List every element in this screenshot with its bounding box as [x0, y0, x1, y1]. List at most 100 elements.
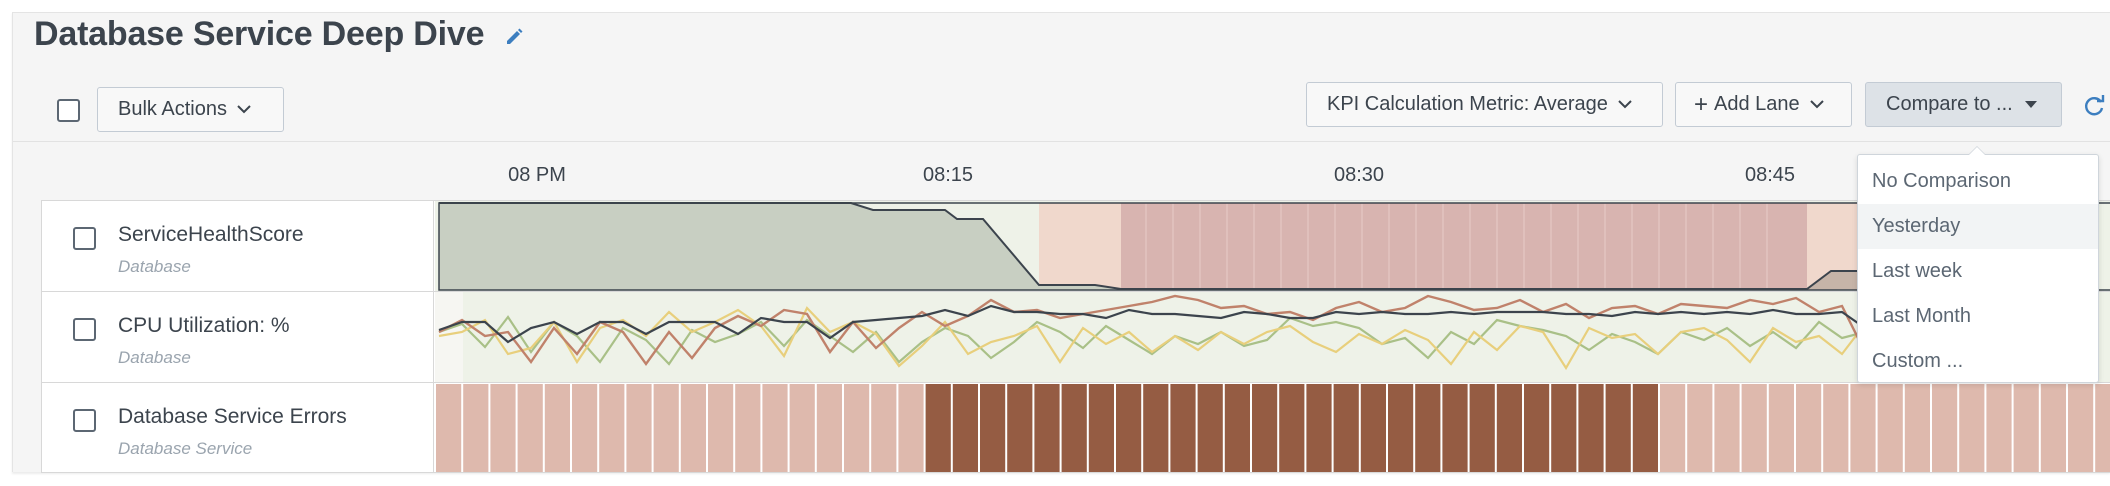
compare-to-button[interactable]: Compare to ... [1865, 82, 2062, 127]
health-critical-band [1121, 203, 1807, 290]
add-lane-button[interactable]: + Add Lane [1675, 82, 1852, 127]
lane-name: Database Service Errors [118, 405, 347, 428]
lane-checkbox[interactable] [73, 318, 96, 341]
error-cell [952, 384, 978, 472]
error-cell [1605, 384, 1631, 472]
error-cell [680, 384, 706, 472]
lane-subtitle: Database Service [118, 439, 253, 458]
error-cell [1306, 384, 1332, 472]
error-cell [1061, 384, 1087, 472]
time-tick: 08:15 [922, 164, 974, 186]
error-cell [1632, 384, 1658, 472]
error-cell [1551, 384, 1577, 472]
error-cell [1660, 384, 1686, 472]
time-tick: 08 PM [508, 164, 566, 186]
error-cell [925, 384, 951, 472]
lane-subtitle: Database [118, 257, 191, 276]
compare-dropdown-menu: No Comparison Yesterday Last week Last M… [1857, 146, 2099, 383]
lane-checkbox[interactable] [73, 409, 96, 432]
error-cell [653, 384, 679, 472]
compare-to-label: Compare to ... [1886, 93, 2013, 115]
add-lane-label: Add Lane [1714, 93, 1800, 115]
error-cell [1170, 384, 1196, 472]
error-cell [1741, 384, 1767, 472]
lane-name: ServiceHealthScore [118, 223, 304, 246]
lane-cpu-utilization[interactable]: CPU Utilization: % Database [41, 291, 2110, 382]
error-cell [1007, 384, 1033, 472]
compare-option-no-comparison[interactable]: No Comparison [1872, 170, 2011, 192]
health-score-area [439, 203, 1807, 290]
error-cell [1360, 384, 1386, 472]
error-cell [1442, 384, 1468, 472]
refresh-icon[interactable] [2081, 93, 2107, 119]
error-cell [1197, 384, 1223, 472]
error-cell [1469, 384, 1495, 472]
time-tick: 08:30 [1333, 164, 1385, 186]
error-cell [517, 384, 543, 472]
error-cell [2013, 384, 2039, 472]
error-cell [980, 384, 1006, 472]
lane-label: CPU Utilization: % Database [41, 292, 434, 382]
error-cell [844, 384, 870, 472]
page-title: Database Service Deep Dive [34, 15, 485, 53]
error-cell [544, 384, 570, 472]
error-cell [1496, 384, 1522, 472]
error-cell [490, 384, 516, 472]
kpi-metric-dropdown[interactable]: KPI Calculation Metric: Average [1306, 82, 1663, 127]
error-cell [1034, 384, 1060, 472]
chevron-down-icon [1809, 100, 1824, 109]
compare-option-yesterday[interactable]: Yesterday [1858, 204, 2098, 249]
error-cell [1768, 384, 1794, 472]
error-cell [1333, 384, 1359, 472]
error-cell [1252, 384, 1278, 472]
error-cell [1877, 384, 1903, 472]
error-cell [735, 384, 761, 472]
error-cell [1415, 384, 1441, 472]
cpu-utilization-chart[interactable] [435, 292, 2110, 382]
error-cell [1088, 384, 1114, 472]
error-cell [463, 384, 489, 472]
chevron-down-icon [1618, 100, 1632, 109]
health-chart-frame [438, 202, 2110, 291]
error-cell [789, 384, 815, 472]
cpu-series-dark [438, 304, 2096, 344]
pencil-icon[interactable] [503, 27, 525, 49]
lane-subtitle: Database [118, 348, 191, 367]
health-score-line [439, 202, 1917, 290]
error-cell [1687, 384, 1713, 472]
error-cell [1224, 384, 1250, 472]
chart-background [435, 292, 2110, 382]
bulk-actions-label: Bulk Actions [118, 98, 227, 120]
errors-chart[interactable] [435, 383, 2110, 472]
compare-option-last-month[interactable]: Last Month [1872, 305, 1971, 327]
error-cell [626, 384, 652, 472]
error-cell [762, 384, 788, 472]
error-cell [1578, 384, 1604, 472]
error-cell [1959, 384, 1985, 472]
error-cell [898, 384, 924, 472]
plus-icon: + [1694, 90, 1709, 118]
kpi-metric-label: KPI Calculation Metric: Average [1327, 93, 1608, 115]
error-cell [1279, 384, 1305, 472]
bulk-actions-button[interactable]: Bulk Actions [97, 87, 284, 132]
error-cell [2068, 384, 2094, 472]
lane-checkbox[interactable] [73, 227, 96, 250]
compare-option-custom[interactable]: Custom ... [1872, 350, 1964, 372]
error-cell [1850, 384, 1876, 472]
error-cell [1796, 384, 1822, 472]
health-critical-gridlines [1145, 203, 1768, 290]
time-tick: 08:45 [1744, 164, 1796, 186]
error-cell [1904, 384, 1930, 472]
error-cell [1714, 384, 1740, 472]
select-all-checkbox[interactable] [57, 99, 80, 122]
lane-database-service-errors[interactable]: Database Service Errors Database Service [41, 382, 2110, 473]
error-cell [1116, 384, 1142, 472]
lane-service-health-score[interactable]: ServiceHealthScore Database [41, 200, 2110, 291]
chevron-down-icon [237, 105, 251, 114]
error-cell [1388, 384, 1414, 472]
deep-dive-panel: Database Service Deep Dive Bulk Actions … [12, 12, 2110, 473]
error-cell [2095, 384, 2110, 472]
error-cell [1143, 384, 1169, 472]
error-cell [2040, 384, 2066, 472]
compare-option-last-week[interactable]: Last week [1872, 260, 1963, 282]
